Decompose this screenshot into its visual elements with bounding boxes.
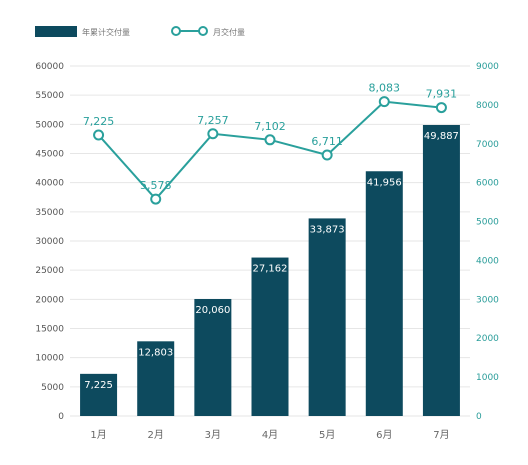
bar [251,257,289,416]
y-right-tick-label: 4000 [476,256,499,266]
legend-bar-label: 年累计交付量 [82,27,130,37]
y-right-tick-label: 5000 [476,218,499,228]
line-point-label: 8,083 [369,82,401,95]
y-left-tick-label: 30000 [35,237,64,247]
y-left-tick-label: 40000 [35,179,64,189]
y-left-tick-label: 60000 [35,62,64,72]
x-tick-label: 3月 [205,429,221,441]
line-point-label: 6,711 [311,135,343,148]
bar-value-label: 27,162 [253,264,288,275]
x-tick-label: 4月 [262,429,278,441]
line-point [207,128,219,140]
y-left-tick-label: 25000 [35,266,64,276]
legend-line-marker-left [171,26,181,36]
bar-value-label: 20,060 [195,305,230,316]
bar [137,341,175,416]
axes: 0500010000150002000025000300003500040000… [35,62,499,441]
bar [422,124,460,417]
line-point [93,129,105,141]
line-point [321,149,333,161]
line-point-label: 7,931 [426,88,458,101]
bar-value-label: 12,803 [138,347,173,358]
bar-value-label: 33,873 [310,224,345,235]
line-point-label: 7,257 [197,114,229,127]
bars: 7,225 12,803 20,060 27,162 33,873 41,956 49,88… [80,124,460,417]
bar [80,373,118,416]
bar-value-label: 41,956 [367,177,402,188]
x-tick-label: 6月 [376,429,392,441]
line-point-label: 7,225 [83,115,115,128]
x-tick-label: 1月 [90,429,106,441]
y-left-tick-label: 15000 [35,325,64,335]
y-right-tick-label: 1000 [476,373,499,383]
bar [365,171,403,416]
bar-value-label: 49,887 [424,131,459,142]
y-left-tick-label: 45000 [35,150,64,160]
legend-line-label: 月交付量 [213,27,245,37]
y-right-tick-label: 6000 [476,179,499,189]
bar [194,298,232,416]
bar [308,218,346,416]
line-point [378,96,390,108]
y-right-tick-label: 8000 [476,101,499,111]
y-right-tick-label: 3000 [476,295,499,305]
legend-bar-swatch [35,26,77,37]
y-left-tick-label: 50000 [35,120,64,130]
y-right-tick-label: 2000 [476,334,499,344]
y-left-tick-label: 0 [58,412,64,422]
legend: 年累计交付量 月交付量 [35,26,245,37]
y-left-tick-label: 5000 [41,383,64,393]
line-point-label: 7,102 [254,120,286,133]
x-tick-label: 7月 [433,429,449,441]
line-point-label: 5,578 [140,179,172,192]
legend-line-marker-right [198,26,208,36]
y-left-tick-label: 35000 [35,208,64,218]
y-left-tick-label: 55000 [35,91,64,101]
line-point [435,102,447,114]
y-right-tick-label: 0 [476,412,482,422]
y-right-tick-label: 7000 [476,140,499,150]
line-point [264,134,276,146]
bar-value-label: 7,225 [84,380,113,391]
line-point [150,193,162,205]
x-tick-label: 2月 [148,429,164,441]
y-left-tick-label: 20000 [35,295,64,305]
x-tick-label: 5月 [319,429,335,441]
y-right-tick-label: 9000 [476,62,499,72]
line-series: 7,225 5,578 7,257 7,102 6,711 8,083 7,931 [83,82,458,205]
y-left-tick-label: 10000 [35,354,64,364]
